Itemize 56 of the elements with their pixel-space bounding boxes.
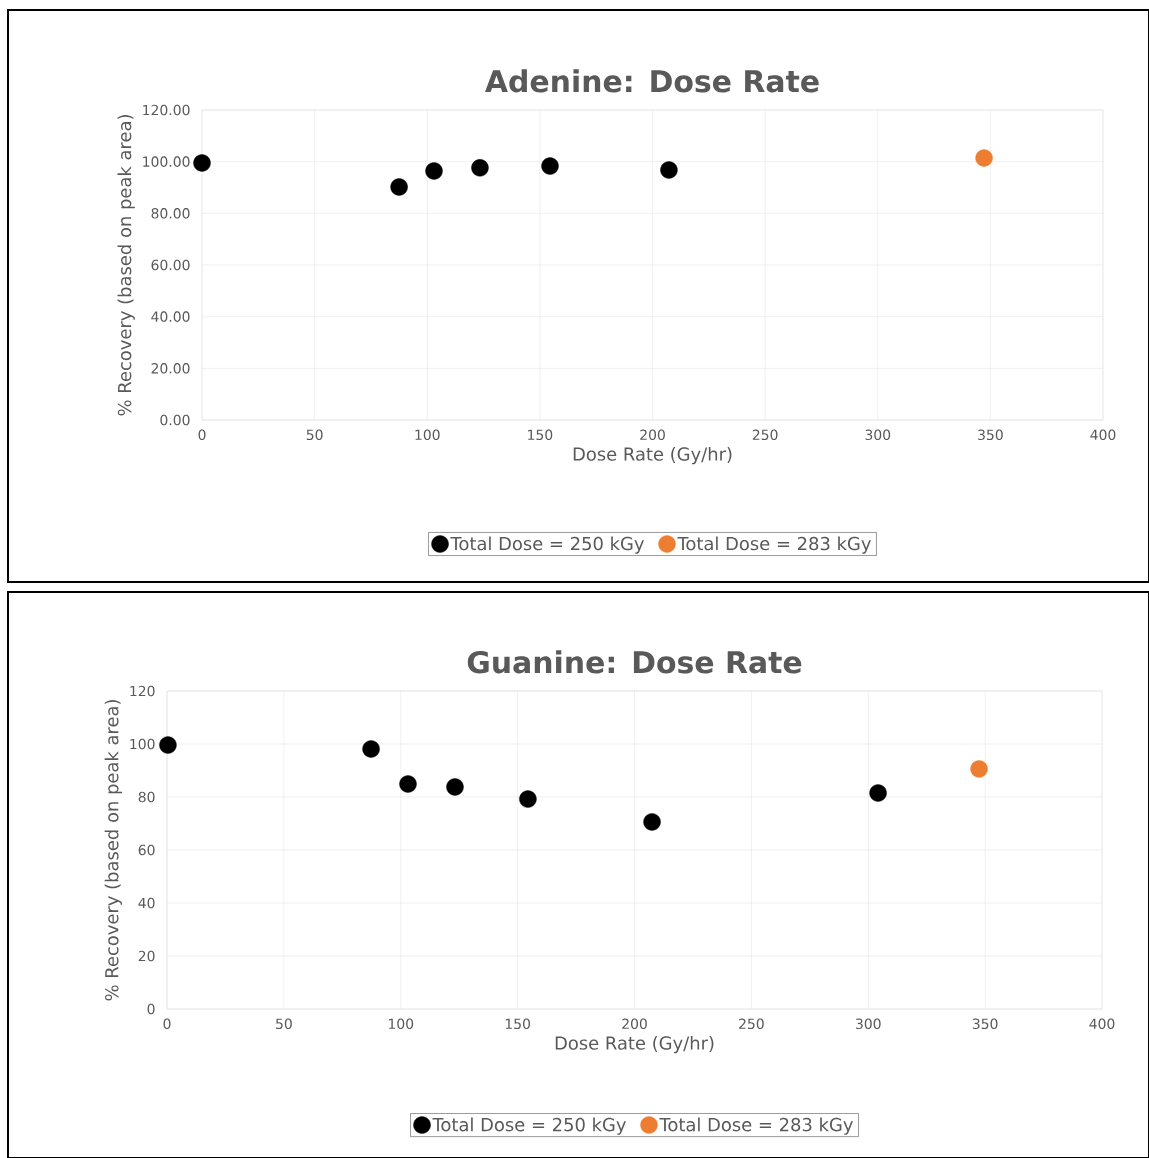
point	[399, 775, 417, 793]
point	[390, 178, 408, 196]
y-axis-title: % Recovery (based on peak area)	[104, 700, 123, 1001]
x-tick-label: 0	[198, 429, 206, 441]
x-tick-label: 150	[528, 429, 553, 441]
x-tick-label: 350	[978, 429, 1003, 441]
y-tick-label: 60.00	[151, 259, 190, 271]
x-tick-label: 50	[276, 1018, 292, 1030]
y-tick-label: 0.00	[160, 414, 190, 426]
chart-title: Adenine: Dose Rate	[485, 69, 819, 93]
y-tick-label: 120.00	[143, 104, 190, 116]
x-tick-label: 400	[1090, 429, 1116, 441]
y-axis-title: % Recovery (based on peak area)	[117, 115, 135, 416]
point	[660, 161, 678, 179]
x-tick-label: 250	[739, 1018, 764, 1030]
point	[471, 159, 489, 177]
point	[643, 813, 661, 831]
y-tick-label: 100	[130, 738, 155, 750]
y-tick-label: 60	[138, 844, 155, 856]
y-tick-label: 20	[138, 950, 155, 962]
point	[869, 784, 887, 802]
point	[446, 778, 464, 796]
x-tick-label: 400	[1089, 1018, 1115, 1030]
x-tick-label: 150	[505, 1018, 531, 1030]
point	[425, 162, 443, 180]
legend-label: Total Dose = 250 kGy	[432, 1117, 626, 1135]
y-tick-label: 120	[130, 685, 155, 697]
x-tick-label: 50	[306, 429, 323, 441]
x-axis-title: Dose Rate (Gy/hr)	[573, 446, 732, 465]
y-tick-label: 80	[138, 791, 155, 803]
legend-label: Total Dose = 283 kGy	[659, 1117, 853, 1135]
legend-label: Total Dose = 250 kGy	[450, 536, 644, 554]
x-tick-label: 100	[388, 1018, 414, 1030]
x-tick-label: 250	[752, 429, 778, 441]
x-axis-title: Dose Rate (Gy/hr)	[555, 1035, 714, 1054]
y-tick-label: 40.00	[151, 311, 190, 322]
y-tick-label: 80.00	[151, 208, 190, 219]
legend-label: Total Dose = 283 kGy	[677, 536, 871, 554]
x-tick-label: 200	[622, 1018, 647, 1030]
x-tick-label: 200	[640, 429, 665, 441]
point	[159, 736, 177, 754]
point	[519, 790, 537, 808]
point	[975, 149, 993, 167]
y-tick-label: 0	[147, 1003, 155, 1015]
point	[970, 760, 988, 778]
x-tick-label: 300	[865, 429, 891, 441]
point	[193, 154, 211, 172]
x-tick-label: 350	[972, 1018, 998, 1030]
x-tick-label: 100	[415, 429, 440, 441]
y-tick-label: 20.00	[151, 363, 190, 374]
y-tick-label: 40	[138, 897, 155, 909]
x-tick-label: 300	[856, 1018, 881, 1030]
y-tick-label: 100.00	[143, 156, 190, 167]
chart-title: Guanine: Dose Rate	[467, 650, 802, 674]
point	[362, 740, 380, 758]
point	[541, 157, 559, 175]
